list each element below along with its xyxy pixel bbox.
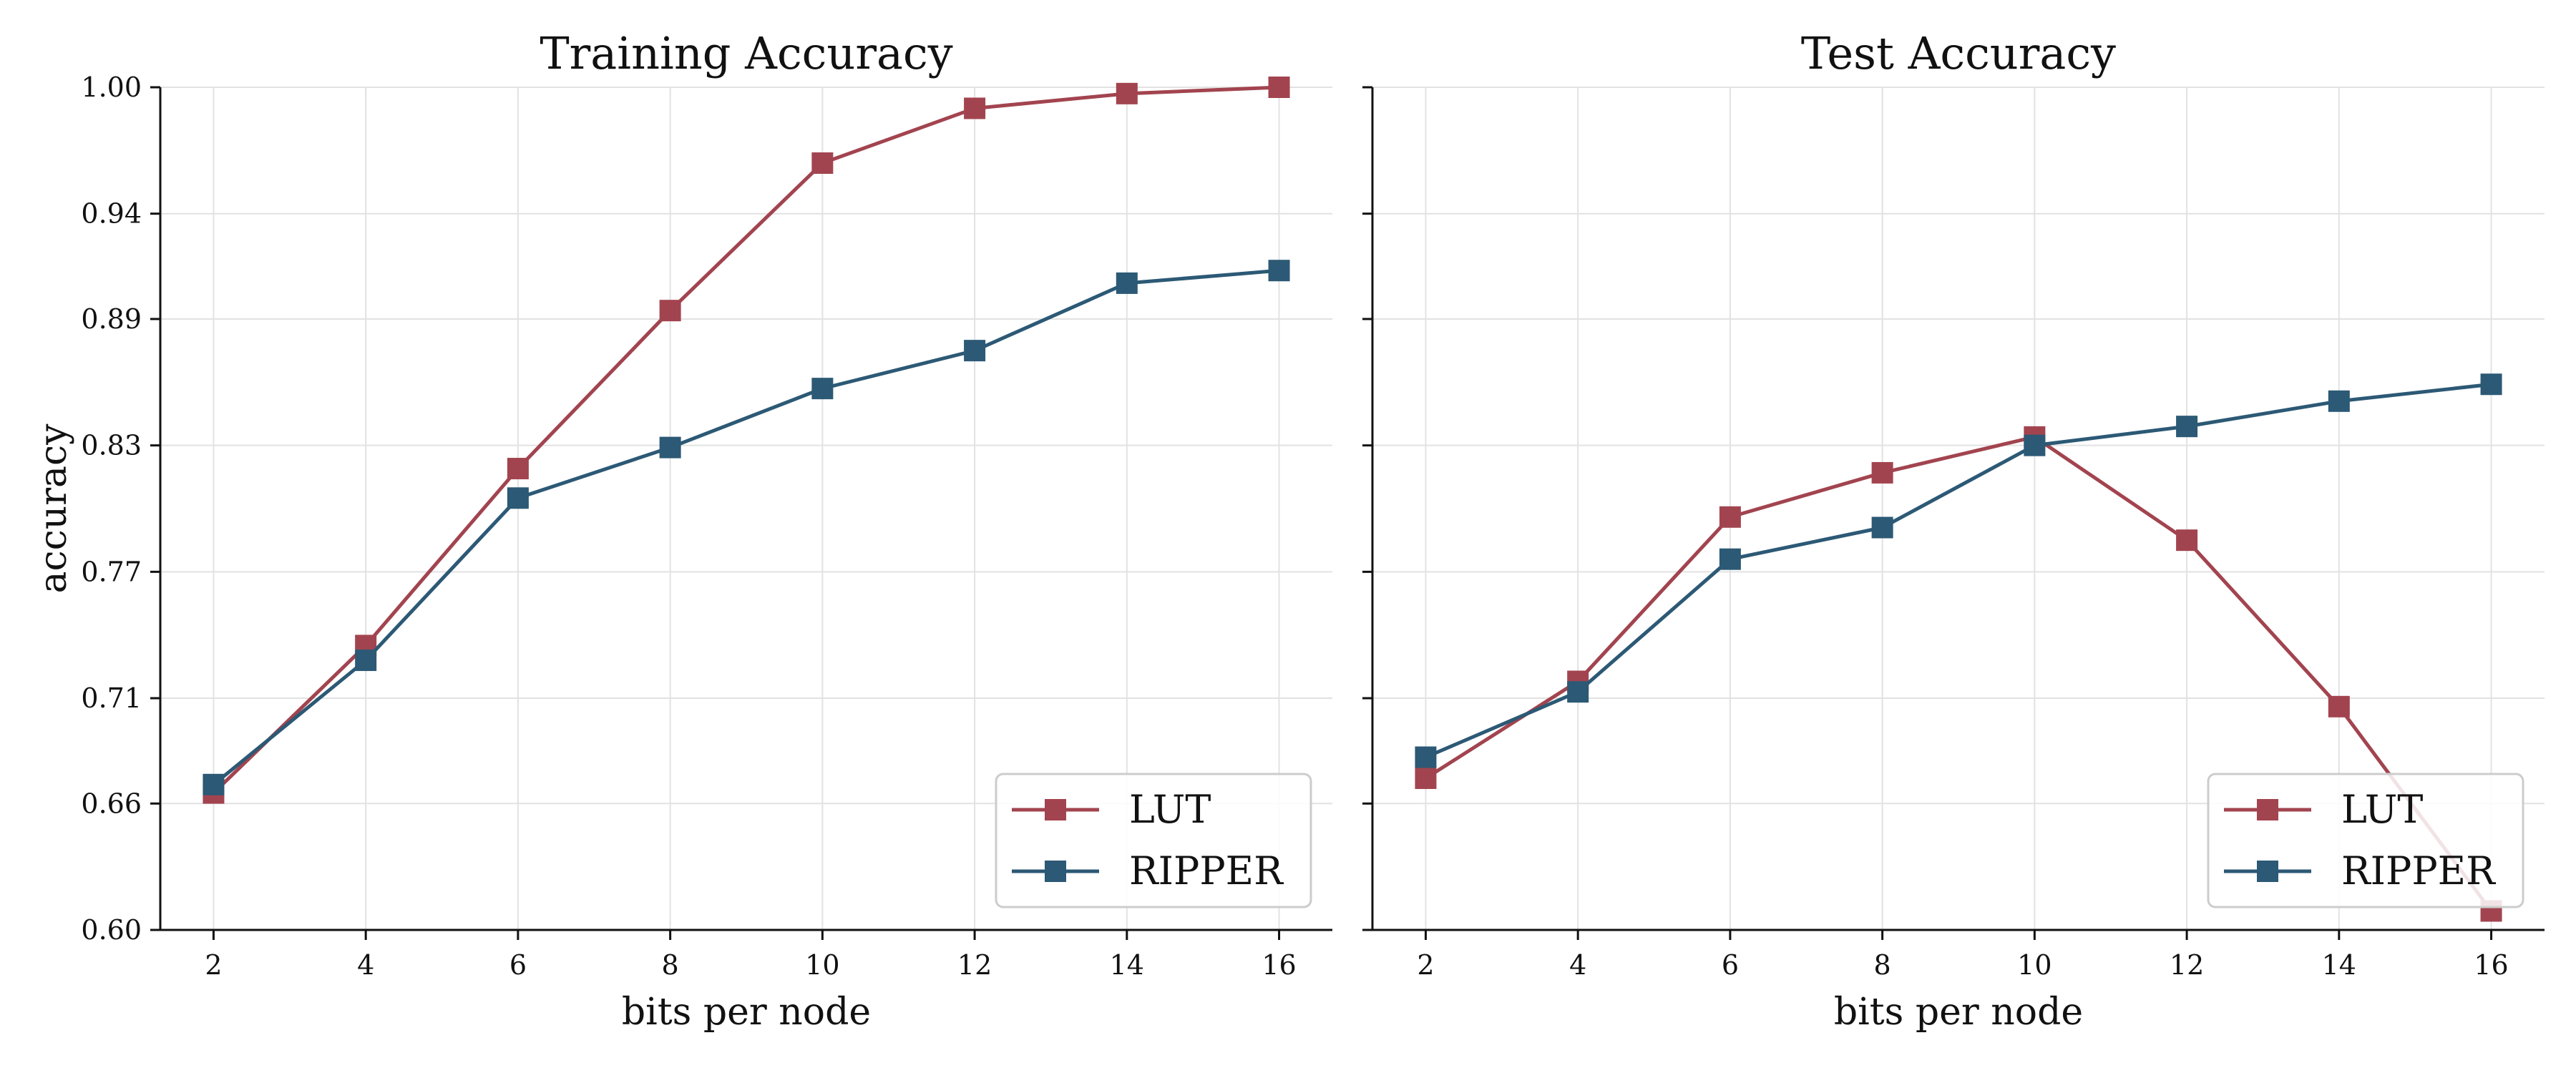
data-point-lut [1871, 461, 1893, 484]
legend-marker-ripper [2257, 861, 2278, 882]
legend-label-lut: LUT [1129, 787, 1211, 832]
x-axis-label: bits per node [622, 991, 871, 1034]
panel-training-accuracy: 2 4 6 8 10 12 14 16 0.60 0.66 0.71 0.77 0.83 0.89 0.94… [32, 27, 1332, 1034]
data-point-ripper [811, 378, 834, 400]
data-point-lut [2328, 695, 2350, 717]
x-tick-label: 10 [805, 949, 839, 981]
data-point-lut [964, 97, 986, 119]
data-point-lut [811, 152, 834, 175]
x-tick-label: 16 [1262, 949, 1296, 981]
data-point-ripper [2176, 416, 2198, 438]
legend-marker-lut [2257, 799, 2278, 820]
series-line-lut [212, 85, 1279, 795]
legend-box [995, 773, 1312, 908]
x-tick-label: 12 [2170, 949, 2204, 981]
x-tick-label: 4 [1569, 949, 1586, 981]
data-point-ripper [2328, 390, 2350, 412]
y-tick-label: 0.83 [81, 430, 142, 461]
x-tick-label: 10 [2017, 949, 2051, 981]
x-axis-label: bits per node [1834, 991, 2083, 1034]
y-tick-label: 0.77 [81, 556, 142, 587]
x-tick-label: 8 [662, 949, 679, 981]
x-tick-label: 2 [205, 949, 222, 981]
data-point-lut [1116, 82, 1138, 104]
x-tick-label: 6 [509, 949, 527, 981]
legend-box [2207, 773, 2524, 908]
y-tick-label: 0.66 [81, 788, 142, 819]
x-tick-label: 6 [1722, 949, 1739, 981]
y-tick-label: 0.89 [81, 303, 142, 335]
legend: LUT RIPPER [995, 773, 1312, 908]
data-point-ripper [1116, 272, 1138, 294]
y-tick-label: 0.71 [81, 682, 142, 714]
legend: LUT RIPPER [2207, 773, 2524, 908]
legend-marker-lut [1045, 799, 1066, 820]
data-point-lut [1415, 767, 1437, 789]
y-tick-label: 0.94 [81, 198, 142, 230]
x-tick-label: 14 [1110, 949, 1144, 981]
panel-test-accuracy: 2 4 6 8 10 12 14 16 Test Accuracy bits per node LU… [1362, 27, 2545, 1034]
x-tick-label: 2 [1417, 949, 1434, 981]
chart-title: Training Accuracy [540, 27, 952, 79]
data-point-lut [1268, 77, 1290, 98]
series-line-lut [1425, 435, 2493, 912]
x-tick-label: 4 [357, 949, 374, 981]
data-point-ripper [2024, 434, 2046, 456]
data-point-lut [1719, 506, 1741, 528]
x-tick-label: 8 [1874, 949, 1891, 981]
data-point-ripper [203, 773, 225, 795]
data-point-lut [2176, 529, 2198, 552]
y-tick-label: 1.00 [81, 72, 142, 103]
data-point-ripper [507, 487, 529, 509]
data-point-ripper [1268, 260, 1290, 282]
series-line-ripper [1425, 382, 2492, 759]
data-point-ripper [1567, 681, 1589, 703]
data-point-ripper [2480, 373, 2502, 396]
data-point-lut [659, 300, 681, 322]
data-point-ripper [355, 650, 377, 672]
legend-marker-ripper [1045, 861, 1066, 882]
chart-title: Test Accuracy [1801, 27, 2116, 79]
x-tick-label: 14 [2322, 949, 2356, 981]
data-point-ripper [1719, 548, 1741, 570]
legend-label-lut: LUT [2341, 787, 2423, 832]
data-point-lut [507, 458, 529, 480]
data-point-ripper [659, 436, 681, 459]
x-tick-label: 12 [957, 949, 992, 981]
x-tick-label: 16 [2474, 949, 2508, 981]
data-point-ripper [1871, 516, 1893, 539]
y-tick-label: 0.60 [81, 914, 142, 946]
data-point-ripper [964, 340, 986, 362]
data-point-ripper [1415, 746, 1437, 768]
y-axis-label: accuracy [32, 423, 75, 594]
series-line-ripper [212, 268, 1279, 786]
legend-label-ripper: RIPPER [1129, 848, 1284, 893]
legend-label-ripper: RIPPER [2341, 848, 2496, 893]
